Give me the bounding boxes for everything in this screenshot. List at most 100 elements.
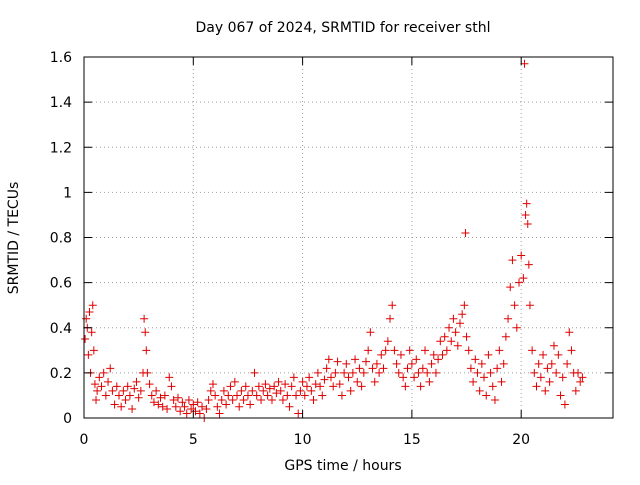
data-point <box>85 307 94 316</box>
data-point <box>451 328 460 337</box>
data-point <box>206 386 215 395</box>
data-point <box>370 377 379 386</box>
data-point <box>329 382 338 391</box>
data-point <box>281 380 290 389</box>
axes-layer: 0 0.2 0.4 0.6 0.8 1 1.2 1.4 1.6 0 5 10 15 20 <box>50 50 613 448</box>
data-point <box>425 377 434 386</box>
data-point <box>226 382 235 391</box>
data-point <box>136 386 145 395</box>
data-point <box>520 59 529 68</box>
data-point <box>193 398 202 407</box>
data-point <box>239 395 248 404</box>
data-point <box>348 368 357 377</box>
data-point <box>438 350 447 359</box>
data-point <box>351 355 360 364</box>
data-point <box>171 402 180 411</box>
data-point <box>81 335 90 344</box>
data-point <box>357 382 366 391</box>
data-point <box>165 373 174 382</box>
data-point <box>235 402 244 411</box>
data-point <box>230 377 239 386</box>
data-point <box>522 199 531 208</box>
data-point <box>488 382 497 391</box>
data-point <box>466 364 475 373</box>
x-tick-label: 15 <box>403 432 421 448</box>
data-point <box>311 380 320 389</box>
data-point <box>493 364 502 373</box>
data-point <box>547 359 556 368</box>
data-point <box>421 346 430 355</box>
data-point <box>195 409 204 418</box>
data-point <box>449 314 458 323</box>
data-point <box>333 357 342 366</box>
data-point <box>534 359 543 368</box>
data-point <box>307 386 316 395</box>
y-tick-label: 0.8 <box>50 231 72 247</box>
data-point <box>178 398 187 407</box>
data-point <box>574 368 583 377</box>
data-point <box>143 368 152 377</box>
data-point <box>407 359 416 368</box>
data-point <box>517 251 526 260</box>
data-point <box>353 377 362 386</box>
data-point <box>495 346 504 355</box>
data-point <box>364 346 373 355</box>
data-point <box>455 319 464 328</box>
data-point <box>471 355 480 364</box>
data-point <box>318 391 327 400</box>
data-point <box>237 386 246 395</box>
data-point <box>125 391 134 400</box>
data-point <box>337 391 346 400</box>
data-point <box>305 373 314 382</box>
data-point <box>388 301 397 310</box>
data-point <box>296 386 305 395</box>
data-point <box>431 368 440 377</box>
data-point <box>294 409 303 418</box>
data-point <box>375 368 384 377</box>
data-point <box>361 357 370 366</box>
data-point <box>346 386 355 395</box>
data-point <box>87 328 96 337</box>
data-point <box>401 382 410 391</box>
data-point <box>416 382 425 391</box>
data-point <box>355 364 364 373</box>
data-point <box>300 391 309 400</box>
data-point <box>267 395 276 404</box>
data-point <box>576 377 585 386</box>
data-point <box>180 402 189 411</box>
data-point <box>418 364 427 373</box>
data-point <box>160 391 169 400</box>
data-point <box>461 228 470 237</box>
data-point <box>567 346 576 355</box>
data-point <box>134 393 143 402</box>
data-point <box>423 368 432 377</box>
data-point <box>104 377 113 386</box>
data-point <box>440 332 449 341</box>
data-point <box>501 332 510 341</box>
data-point <box>128 404 137 413</box>
y-tick-label: 1.6 <box>50 50 72 66</box>
data-point <box>156 393 165 402</box>
data-point <box>482 391 491 400</box>
data-point <box>327 373 336 382</box>
data-point <box>521 210 530 219</box>
data-point <box>366 328 375 337</box>
data-point <box>189 400 198 409</box>
data-point <box>89 346 98 355</box>
data-point <box>114 391 123 400</box>
data-point <box>202 404 211 413</box>
data-point <box>578 373 587 382</box>
data-point <box>92 395 101 404</box>
data-point <box>228 395 237 404</box>
data-point <box>287 382 296 391</box>
data-point <box>154 400 163 409</box>
data-point <box>324 355 333 364</box>
data-point <box>261 380 270 389</box>
data-point <box>285 402 294 411</box>
data-point <box>152 386 161 395</box>
data-point <box>292 391 301 400</box>
data-point <box>556 391 565 400</box>
data-point <box>554 350 563 359</box>
data-point <box>184 395 193 404</box>
